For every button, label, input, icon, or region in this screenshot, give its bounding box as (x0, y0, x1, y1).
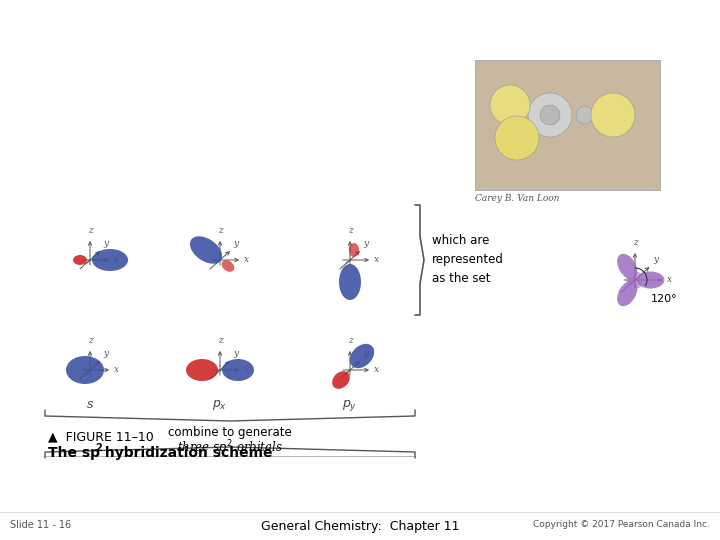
Ellipse shape (92, 249, 128, 271)
Text: x: x (244, 366, 249, 375)
Text: $p_y$: $p_y$ (343, 398, 358, 413)
Text: z: z (88, 336, 92, 345)
Ellipse shape (617, 254, 637, 280)
Text: Copyright © 2017 Pearson Canada Inc.: Copyright © 2017 Pearson Canada Inc. (533, 520, 710, 529)
Text: The sp: The sp (48, 446, 100, 460)
Text: hybridization scheme: hybridization scheme (100, 446, 272, 460)
Ellipse shape (332, 371, 350, 389)
Ellipse shape (222, 260, 235, 272)
Text: 2: 2 (95, 443, 102, 453)
Text: z: z (88, 226, 92, 235)
Text: y: y (653, 254, 658, 264)
Text: x: x (667, 275, 672, 285)
Ellipse shape (339, 264, 361, 300)
Text: x: x (374, 366, 379, 375)
Text: y: y (363, 349, 369, 358)
Text: z: z (348, 336, 352, 345)
Text: z: z (217, 336, 222, 345)
Ellipse shape (190, 237, 222, 264)
Text: y: y (233, 239, 238, 248)
Ellipse shape (350, 344, 374, 368)
Text: combine to generate: combine to generate (168, 426, 292, 439)
Ellipse shape (617, 280, 637, 306)
Text: General Chemistry:  Chapter 11: General Chemistry: Chapter 11 (261, 520, 459, 533)
Text: y: y (363, 239, 369, 248)
Text: Slide 11 - 16: Slide 11 - 16 (10, 520, 71, 530)
Circle shape (591, 93, 635, 137)
Text: Carey B. Van Loon: Carey B. Van Loon (475, 194, 559, 203)
Ellipse shape (634, 280, 641, 288)
Ellipse shape (636, 272, 665, 288)
Circle shape (540, 105, 560, 125)
Text: x: x (114, 255, 119, 265)
Circle shape (528, 93, 572, 137)
Circle shape (495, 116, 539, 160)
Circle shape (576, 106, 594, 124)
Text: which are
represented
as the set: which are represented as the set (432, 234, 504, 286)
Text: $p_x$: $p_x$ (212, 398, 228, 412)
Circle shape (490, 85, 530, 125)
Bar (475, 60, 660, 190)
Text: y: y (233, 349, 238, 358)
Ellipse shape (349, 243, 359, 257)
Text: three $sp^2$ orbitals: three $sp^2$ orbitals (177, 438, 283, 457)
Ellipse shape (634, 272, 641, 280)
Text: x: x (114, 366, 119, 375)
Text: y: y (103, 239, 108, 248)
Ellipse shape (222, 359, 254, 381)
Text: y: y (103, 349, 108, 358)
Text: ▲  FIGURE 11–10: ▲ FIGURE 11–10 (48, 430, 154, 443)
Ellipse shape (73, 255, 87, 265)
Text: x: x (244, 255, 249, 265)
Text: z: z (348, 226, 352, 235)
Text: z: z (217, 226, 222, 235)
Text: z: z (633, 238, 637, 247)
Text: s: s (87, 398, 93, 411)
Ellipse shape (186, 359, 218, 381)
Ellipse shape (66, 356, 104, 384)
Text: 120°: 120° (651, 294, 678, 304)
Text: x: x (374, 255, 379, 265)
Ellipse shape (626, 277, 635, 283)
